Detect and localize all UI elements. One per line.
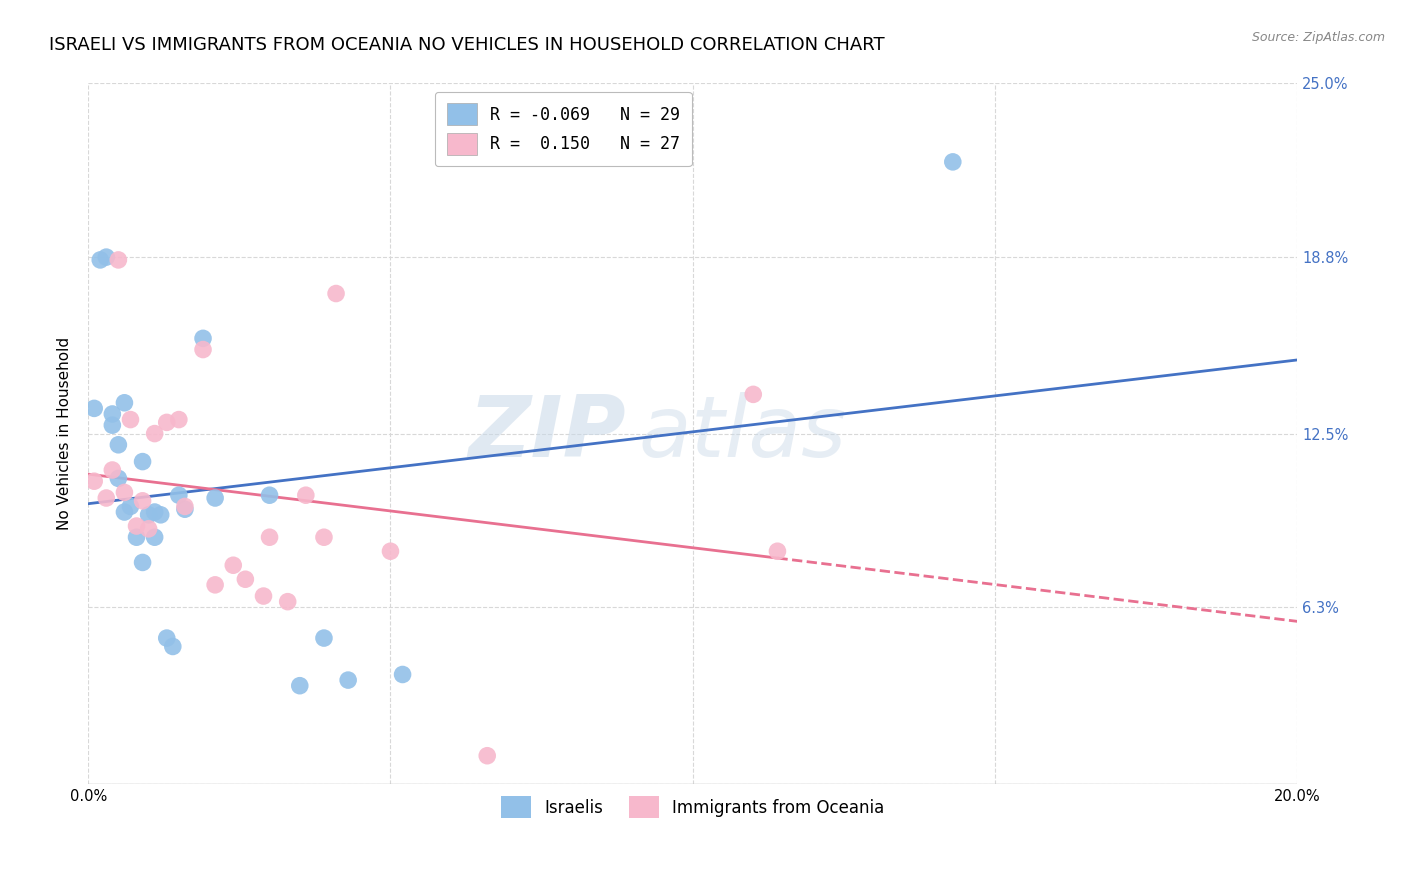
- Point: [149, 508, 172, 522]
- Point: [120, 412, 142, 426]
- Point: [295, 488, 318, 502]
- Point: [174, 502, 197, 516]
- Point: [114, 396, 136, 410]
- Point: [942, 154, 965, 169]
- Point: [259, 530, 281, 544]
- Point: [204, 578, 226, 592]
- Point: [191, 343, 214, 357]
- Point: [288, 679, 311, 693]
- Point: [277, 595, 299, 609]
- Point: [101, 407, 124, 421]
- Point: [107, 438, 129, 452]
- Point: [222, 558, 245, 573]
- Point: [107, 471, 129, 485]
- Point: [125, 530, 148, 544]
- Point: [101, 463, 124, 477]
- Point: [191, 331, 214, 345]
- Point: [312, 631, 335, 645]
- Point: [235, 572, 257, 586]
- Point: [131, 493, 153, 508]
- Point: [101, 418, 124, 433]
- Point: [83, 401, 105, 416]
- Point: [143, 426, 166, 441]
- Point: [89, 252, 111, 267]
- Point: [156, 416, 179, 430]
- Point: [96, 491, 118, 505]
- Point: [167, 488, 190, 502]
- Point: [143, 505, 166, 519]
- Text: ZIP: ZIP: [468, 392, 626, 475]
- Point: [114, 505, 136, 519]
- Point: [138, 508, 160, 522]
- Point: [107, 252, 129, 267]
- Text: ISRAELI VS IMMIGRANTS FROM OCEANIA NO VEHICLES IN HOUSEHOLD CORRELATION CHART: ISRAELI VS IMMIGRANTS FROM OCEANIA NO VE…: [49, 36, 884, 54]
- Point: [325, 286, 347, 301]
- Text: atlas: atlas: [638, 392, 846, 475]
- Point: [259, 488, 281, 502]
- Point: [380, 544, 402, 558]
- Point: [252, 589, 274, 603]
- Point: [174, 500, 197, 514]
- Point: [143, 530, 166, 544]
- Point: [167, 412, 190, 426]
- Point: [162, 640, 184, 654]
- Point: [477, 748, 499, 763]
- Point: [114, 485, 136, 500]
- Legend: Israelis, Immigrants from Oceania: Israelis, Immigrants from Oceania: [495, 789, 891, 824]
- Point: [312, 530, 335, 544]
- Point: [120, 500, 142, 514]
- Point: [131, 556, 153, 570]
- Point: [337, 673, 360, 687]
- Point: [204, 491, 226, 505]
- Y-axis label: No Vehicles in Household: No Vehicles in Household: [58, 337, 72, 530]
- Text: Source: ZipAtlas.com: Source: ZipAtlas.com: [1251, 31, 1385, 45]
- Point: [391, 667, 413, 681]
- Point: [742, 387, 765, 401]
- Point: [766, 544, 789, 558]
- Point: [96, 250, 118, 264]
- Point: [156, 631, 179, 645]
- Point: [125, 519, 148, 533]
- Point: [83, 474, 105, 488]
- Point: [131, 454, 153, 468]
- Point: [138, 522, 160, 536]
